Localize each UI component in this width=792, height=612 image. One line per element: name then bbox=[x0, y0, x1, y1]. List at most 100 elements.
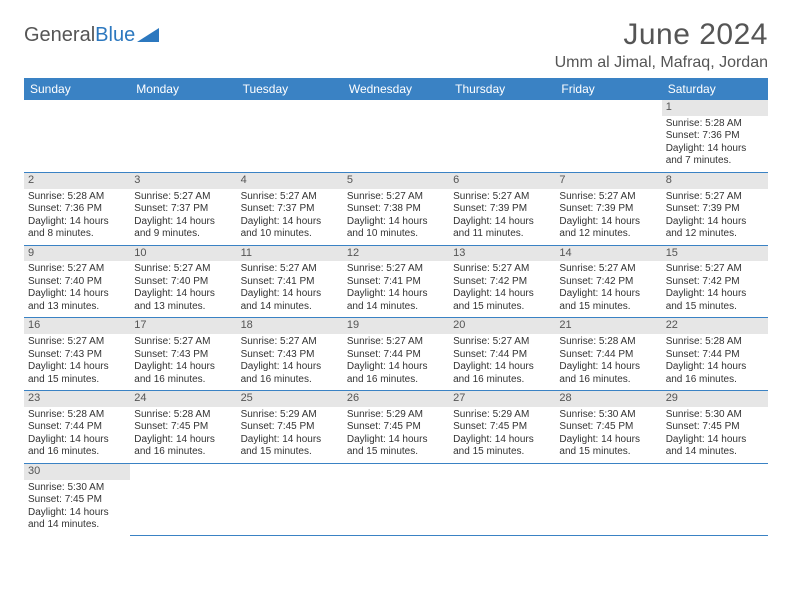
sunset-line: Sunset: 7:44 PM bbox=[347, 349, 445, 362]
daylight-line: Daylight: 14 hours and 12 minutes. bbox=[559, 216, 657, 241]
day-number: 20 bbox=[449, 318, 555, 334]
calendar-body: 1Sunrise: 5:28 AMSunset: 7:36 PMDaylight… bbox=[24, 100, 768, 536]
empty-cell bbox=[555, 463, 661, 535]
day-number: 10 bbox=[130, 246, 236, 262]
daylight-line: Daylight: 14 hours and 11 minutes. bbox=[453, 216, 551, 241]
day-cell: 14Sunrise: 5:27 AMSunset: 7:42 PMDayligh… bbox=[555, 245, 661, 318]
sunset-line: Sunset: 7:43 PM bbox=[241, 349, 339, 362]
sunrise-line: Sunrise: 5:28 AM bbox=[666, 118, 764, 131]
empty-cell bbox=[343, 100, 449, 172]
day-number: 5 bbox=[343, 173, 449, 189]
day-cell: 15Sunrise: 5:27 AMSunset: 7:42 PMDayligh… bbox=[662, 245, 768, 318]
empty-cell bbox=[343, 463, 449, 535]
daylight-line: Daylight: 14 hours and 14 minutes. bbox=[347, 288, 445, 313]
day-cell: 18Sunrise: 5:27 AMSunset: 7:43 PMDayligh… bbox=[237, 318, 343, 391]
sunset-line: Sunset: 7:36 PM bbox=[666, 130, 764, 143]
sunset-line: Sunset: 7:39 PM bbox=[453, 203, 551, 216]
calendar-row: 9Sunrise: 5:27 AMSunset: 7:40 PMDaylight… bbox=[24, 245, 768, 318]
day-cell: 22Sunrise: 5:28 AMSunset: 7:44 PMDayligh… bbox=[662, 318, 768, 391]
day-cell: 13Sunrise: 5:27 AMSunset: 7:42 PMDayligh… bbox=[449, 245, 555, 318]
day-number: 30 bbox=[24, 464, 130, 480]
day-number: 11 bbox=[237, 246, 343, 262]
sunrise-line: Sunrise: 5:30 AM bbox=[666, 409, 764, 422]
sunrise-line: Sunrise: 5:27 AM bbox=[241, 191, 339, 204]
daylight-line: Daylight: 14 hours and 8 minutes. bbox=[28, 216, 126, 241]
daylight-line: Daylight: 14 hours and 12 minutes. bbox=[666, 216, 764, 241]
brand-part2: Blue bbox=[95, 24, 135, 47]
daylight-line: Daylight: 14 hours and 14 minutes. bbox=[28, 507, 126, 532]
calendar-row: 2Sunrise: 5:28 AMSunset: 7:36 PMDaylight… bbox=[24, 172, 768, 245]
day-header: Monday bbox=[130, 78, 236, 100]
day-number: 13 bbox=[449, 246, 555, 262]
daylight-line: Daylight: 14 hours and 16 minutes. bbox=[453, 361, 551, 386]
sunset-line: Sunset: 7:43 PM bbox=[134, 349, 232, 362]
sunset-line: Sunset: 7:39 PM bbox=[559, 203, 657, 216]
calendar-row: 16Sunrise: 5:27 AMSunset: 7:43 PMDayligh… bbox=[24, 318, 768, 391]
sunrise-line: Sunrise: 5:28 AM bbox=[134, 409, 232, 422]
empty-cell bbox=[662, 463, 768, 535]
day-header: Tuesday bbox=[237, 78, 343, 100]
day-number: 7 bbox=[555, 173, 661, 189]
day-cell: 24 Sunrise: 5:28 AMSunset: 7:45 PMDayligh… bbox=[130, 391, 236, 464]
daylight-line: Daylight: 14 hours and 16 minutes. bbox=[134, 361, 232, 386]
empty-cell bbox=[555, 100, 661, 172]
location-subtitle: Umm al Jimal, Mafraq, Jordan bbox=[555, 54, 768, 72]
daylight-line: Daylight: 14 hours and 13 minutes. bbox=[134, 288, 232, 313]
daylight-line: Daylight: 14 hours and 16 minutes. bbox=[666, 361, 764, 386]
day-cell: 8Sunrise: 5:27 AMSunset: 7:39 PMDaylight… bbox=[662, 172, 768, 245]
day-number: 28 bbox=[555, 391, 661, 407]
sunrise-line: Sunrise: 5:29 AM bbox=[453, 409, 551, 422]
sunrise-line: Sunrise: 5:27 AM bbox=[453, 336, 551, 349]
sunrise-line: Sunrise: 5:30 AM bbox=[28, 482, 126, 495]
day-number: 29 bbox=[662, 391, 768, 407]
day-number: 18 bbox=[237, 318, 343, 334]
sunset-line: Sunset: 7:45 PM bbox=[134, 421, 232, 434]
sunrise-line: Sunrise: 5:27 AM bbox=[134, 263, 232, 276]
day-number: 19 bbox=[343, 318, 449, 334]
day-number: 23 bbox=[24, 391, 130, 407]
day-number: 16 bbox=[24, 318, 130, 334]
sunrise-line: Sunrise: 5:29 AM bbox=[347, 409, 445, 422]
calendar-row: 30Sunrise: 5:30 AMSunset: 7:45 PMDayligh… bbox=[24, 463, 768, 535]
daylight-line: Daylight: 14 hours and 15 minutes. bbox=[559, 288, 657, 313]
sunset-line: Sunset: 7:42 PM bbox=[559, 276, 657, 289]
day-number: 24 bbox=[130, 391, 236, 407]
daylight-line: Daylight: 14 hours and 14 minutes. bbox=[241, 288, 339, 313]
sunrise-line: Sunrise: 5:27 AM bbox=[347, 263, 445, 276]
calendar-row: 1Sunrise: 5:28 AMSunset: 7:36 PMDaylight… bbox=[24, 100, 768, 172]
sunrise-line: Sunrise: 5:27 AM bbox=[347, 336, 445, 349]
sunset-line: Sunset: 7:42 PM bbox=[453, 276, 551, 289]
day-cell: 16Sunrise: 5:27 AMSunset: 7:43 PMDayligh… bbox=[24, 318, 130, 391]
sunrise-line: Sunrise: 5:28 AM bbox=[28, 191, 126, 204]
sunrise-line: Sunrise: 5:27 AM bbox=[666, 191, 764, 204]
sunset-line: Sunset: 7:44 PM bbox=[666, 349, 764, 362]
sunrise-line: Sunrise: 5:27 AM bbox=[28, 263, 126, 276]
sunset-line: Sunset: 7:45 PM bbox=[453, 421, 551, 434]
daylight-line: Daylight: 14 hours and 15 minutes. bbox=[28, 361, 126, 386]
daylight-line: Daylight: 14 hours and 16 minutes. bbox=[134, 434, 232, 459]
day-cell: 12Sunrise: 5:27 AMSunset: 7:41 PMDayligh… bbox=[343, 245, 449, 318]
day-number: 6 bbox=[449, 173, 555, 189]
day-number: 14 bbox=[555, 246, 661, 262]
sunset-line: Sunset: 7:36 PM bbox=[28, 203, 126, 216]
day-header: Thursday bbox=[449, 78, 555, 100]
day-number: 12 bbox=[343, 246, 449, 262]
brand-part1: General bbox=[24, 24, 95, 47]
empty-cell bbox=[449, 463, 555, 535]
day-number: 4 bbox=[237, 173, 343, 189]
day-cell: 10Sunrise: 5:27 AMSunset: 7:40 PMDayligh… bbox=[130, 245, 236, 318]
daylight-line: Daylight: 14 hours and 15 minutes. bbox=[347, 434, 445, 459]
sunrise-line: Sunrise: 5:30 AM bbox=[559, 409, 657, 422]
day-number: 21 bbox=[555, 318, 661, 334]
sunset-line: Sunset: 7:45 PM bbox=[241, 421, 339, 434]
empty-cell bbox=[130, 463, 236, 535]
empty-cell bbox=[449, 100, 555, 172]
day-cell: 23Sunrise: 5:28 AMSunset: 7:44 PMDayligh… bbox=[24, 391, 130, 464]
day-cell: 6Sunrise: 5:27 AMSunset: 7:39 PMDaylight… bbox=[449, 172, 555, 245]
sunrise-line: Sunrise: 5:27 AM bbox=[559, 191, 657, 204]
daylight-line: Daylight: 14 hours and 14 minutes. bbox=[666, 434, 764, 459]
sunset-line: Sunset: 7:45 PM bbox=[559, 421, 657, 434]
sunrise-line: Sunrise: 5:27 AM bbox=[453, 263, 551, 276]
day-cell: 2Sunrise: 5:28 AMSunset: 7:36 PMDaylight… bbox=[24, 172, 130, 245]
sunset-line: Sunset: 7:37 PM bbox=[134, 203, 232, 216]
